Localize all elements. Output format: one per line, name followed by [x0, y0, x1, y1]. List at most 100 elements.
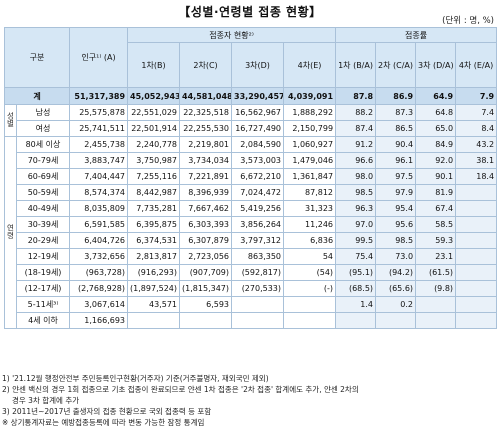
cell-label: 70-79세	[15, 152, 71, 169]
cell-r2: 90.4	[375, 136, 417, 153]
cell-label: (12-17세)	[15, 280, 71, 297]
cell-label: 5-11세³⁾	[15, 296, 71, 313]
cell-r3: 65.0	[415, 120, 457, 137]
cell-r3: 59.3	[415, 232, 457, 249]
cell-d2: 7,667,462	[179, 200, 233, 217]
cell-d3: 863,350	[231, 248, 285, 265]
cell-d1: 2,813,817	[127, 248, 181, 265]
table-row: 70-79세 3,883,747 3,750,987 3,734,034 3,573,0…	[5, 152, 498, 169]
cell-d2: (1,815,347)	[179, 280, 233, 297]
table-row: 12-19세 3,732,656 2,813,817 2,723,056 863,350…	[5, 248, 498, 265]
header-rate3: 3차 (D/A)	[415, 42, 457, 88]
cell-label: 50-59세	[15, 184, 71, 201]
header-vaccinated-group: 접종자 현황²⁾	[127, 27, 337, 43]
cell-d2: 8,396,939	[179, 184, 233, 201]
cell-r2: 87.3	[375, 104, 417, 121]
footnote: 2) 얀센 백신의 경우 1회 접종으로 기초 접종이 완료되므로 얀센 1차 …	[2, 385, 359, 394]
cell-r2: (65.6)	[375, 280, 417, 297]
cell-pop: 8,574,374	[69, 184, 129, 201]
table-row: 5-11세³⁾ 3,067,614 43,571 6,593 1.4 0.2	[5, 296, 498, 313]
cell-d1: 7,255,116	[127, 168, 181, 185]
cell-label: (18-19세)	[15, 264, 71, 281]
cell-r1: 98.5	[335, 184, 377, 201]
cell-d3: 6,672,210	[231, 168, 285, 185]
cell-d1: (1,897,524)	[127, 280, 181, 297]
footnotes: 1) '21.12월 행정안전부 주민등록인구현황(거주자) 기준(거주불명자,…	[2, 373, 498, 428]
cell-d4	[283, 312, 337, 329]
cell-d4: (54)	[283, 264, 337, 281]
table-row: 4세 이하 1,166,693	[5, 312, 498, 329]
table-row: 성별 남성 25,575,878 22,551,029 22,325,518 16,562…	[4, 104, 498, 137]
header-dose4: 4차(E)	[283, 42, 337, 88]
cell-r1	[335, 312, 377, 329]
total-d1: 45,052,943	[127, 87, 181, 105]
cell-d3: 16,562,967	[231, 104, 285, 121]
cell-r1: (95.1)	[335, 264, 377, 281]
header-category: 구분	[3, 27, 71, 88]
cell-pop: 8,035,809	[69, 200, 129, 217]
cell-d4: 1,361,847	[283, 168, 337, 185]
cell-d4: 11,246	[283, 216, 337, 233]
cell-pop: 2,455,738	[69, 136, 129, 153]
cell-r1: 97.0	[335, 216, 377, 233]
cell-r3: (9.8)	[415, 280, 457, 297]
cell-r1: 98.0	[335, 168, 377, 185]
cell-r3: 64.8	[415, 104, 457, 121]
table-row: 20-29세 6,404,726 6,374,531 6,307,879 3,797,3…	[5, 232, 498, 249]
cell-r1: 96.3	[335, 200, 377, 217]
cell-r3: (61.5)	[415, 264, 457, 281]
header-rate1: 1차 (B/A)	[335, 42, 377, 88]
header-rate4: 4차 (E/A)	[455, 42, 498, 88]
cell-r4	[455, 216, 498, 233]
cell-r2	[375, 312, 417, 329]
cell-label: 20-29세	[15, 232, 71, 249]
cell-label: 60-69세	[15, 168, 71, 185]
cell-label: 4세 이하	[15, 312, 71, 329]
cell-d4: 1,479,046	[283, 152, 337, 169]
cell-d3: 3,856,264	[231, 216, 285, 233]
cell-label: 80세 이상	[15, 136, 71, 153]
cell-r2: (94.2)	[375, 264, 417, 281]
cell-pop: 25,741,511	[69, 120, 129, 137]
table-row: 60-69세 7,404,447 7,255,116 7,221,891 6,672,2…	[5, 168, 498, 185]
header-rate-group: 접종률	[335, 27, 498, 43]
cell-r1: 91.2	[335, 136, 377, 153]
cell-r2: 97.5	[375, 168, 417, 185]
table-title: 【성별·연령별 접종 현황】	[178, 5, 322, 19]
cell-r1: 1.4	[335, 296, 377, 313]
cell-d2: 2,723,056	[179, 248, 233, 265]
header-population: 인구¹⁾ (A)	[69, 27, 129, 88]
cell-r3: 23.1	[415, 248, 457, 265]
cell-d2: (907,709)	[179, 264, 233, 281]
cell-r1: 96.6	[335, 152, 377, 169]
cell-pop: 25,575,878	[69, 104, 129, 121]
cell-d4	[283, 296, 337, 313]
cell-d2: 6,307,879	[179, 232, 233, 249]
cell-d4: (-)	[283, 280, 337, 297]
vaccination-table: 구분 인구¹⁾ (A) 접종자 현황²⁾ 접종률 1차(B) 2차(C) 3차(…	[3, 27, 498, 329]
cell-r4	[455, 248, 498, 265]
header-dose2: 2차(C)	[179, 42, 233, 88]
cell-r3	[415, 296, 457, 313]
cell-pop: 6,591,585	[69, 216, 129, 233]
cell-d3: 5,419,256	[231, 200, 285, 217]
cell-d3: 16,727,490	[231, 120, 285, 137]
side-label-text: 성별	[6, 112, 15, 127]
cell-r3: 81.9	[415, 184, 457, 201]
cell-label: 30-39세	[15, 216, 71, 233]
cell-r1: 99.5	[335, 232, 377, 249]
cell-d1	[127, 312, 181, 329]
cell-d2: 22,255,530	[179, 120, 233, 137]
cell-r4: 8.4	[455, 120, 498, 137]
cell-r3: 67.4	[415, 200, 457, 217]
header-dose1: 1차(B)	[127, 42, 181, 88]
cell-d2: 2,219,801	[179, 136, 233, 153]
cell-d1: 6,395,875	[127, 216, 181, 233]
cell-r2: 95.4	[375, 200, 417, 217]
cell-r1: 87.4	[335, 120, 377, 137]
cell-d1: 6,374,531	[127, 232, 181, 249]
cell-d1: 22,551,029	[127, 104, 181, 121]
cell-d1: 43,571	[127, 296, 181, 313]
table-row: 40-49세 8,035,809 7,735,281 7,667,462 5,419,2…	[5, 200, 498, 217]
cell-r2: 0.2	[375, 296, 417, 313]
